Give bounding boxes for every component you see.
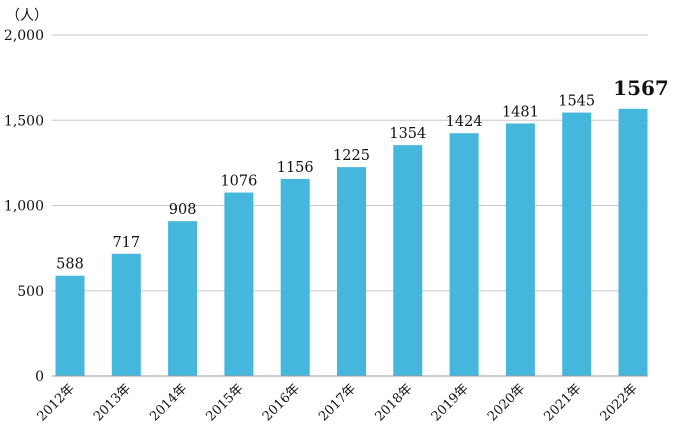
y-tick-label: 0: [35, 369, 44, 385]
y-axis-unit-label: （人）: [6, 8, 48, 24]
x-tick-label: 2012年: [35, 381, 78, 424]
data-label-highlight: 1567: [613, 76, 669, 100]
bar: [449, 133, 479, 376]
data-labels: 588 717 908 1076 1156 1225 1354 1424 1481 1545 156…: [56, 76, 669, 273]
bar: [224, 192, 254, 376]
x-tick-label: 2014年: [147, 381, 190, 424]
data-label: 1156: [277, 160, 314, 176]
data-label: 1545: [558, 94, 595, 110]
x-tick-label: 2013年: [91, 381, 134, 424]
x-tick-label: 2018年: [372, 381, 415, 424]
x-tick-label: 2019年: [429, 381, 472, 424]
x-axis-ticks: 2012年 2013年 2014年 2015年 2016年 2017年 2018年 2019年…: [35, 381, 641, 424]
bar: [168, 221, 198, 376]
y-axis-ticks: 0 500 1,000 1,500 2,000: [4, 28, 44, 385]
bars: [55, 108, 648, 376]
bar: [618, 108, 648, 376]
bar: [505, 123, 535, 376]
data-label: 1354: [389, 126, 426, 142]
x-tick-label: 2021年: [541, 381, 584, 424]
bar: [280, 178, 310, 376]
data-label: 588: [56, 257, 84, 273]
x-tick-label: 2016年: [260, 381, 303, 424]
bar: [393, 145, 423, 376]
y-tick-label: 500: [17, 284, 44, 300]
x-tick-label: 2015年: [204, 381, 247, 424]
y-tick-label: 1,500: [4, 113, 44, 129]
bar: [337, 167, 366, 376]
data-label: 1481: [502, 104, 539, 120]
bar: [55, 275, 85, 376]
data-label: 1225: [333, 148, 370, 164]
data-label: 1424: [446, 114, 483, 130]
data-label: 1076: [220, 174, 257, 190]
data-label: 908: [169, 202, 197, 218]
y-tick-label: 2,000: [4, 28, 44, 44]
x-tick-label: 2020年: [485, 381, 528, 424]
data-label: 717: [112, 235, 140, 251]
bar: [562, 112, 592, 376]
y-tick-label: 1,000: [4, 199, 44, 215]
bar: [111, 253, 141, 376]
x-tick-label: 2017年: [316, 381, 359, 424]
x-tick-label: 2022年: [598, 381, 641, 424]
